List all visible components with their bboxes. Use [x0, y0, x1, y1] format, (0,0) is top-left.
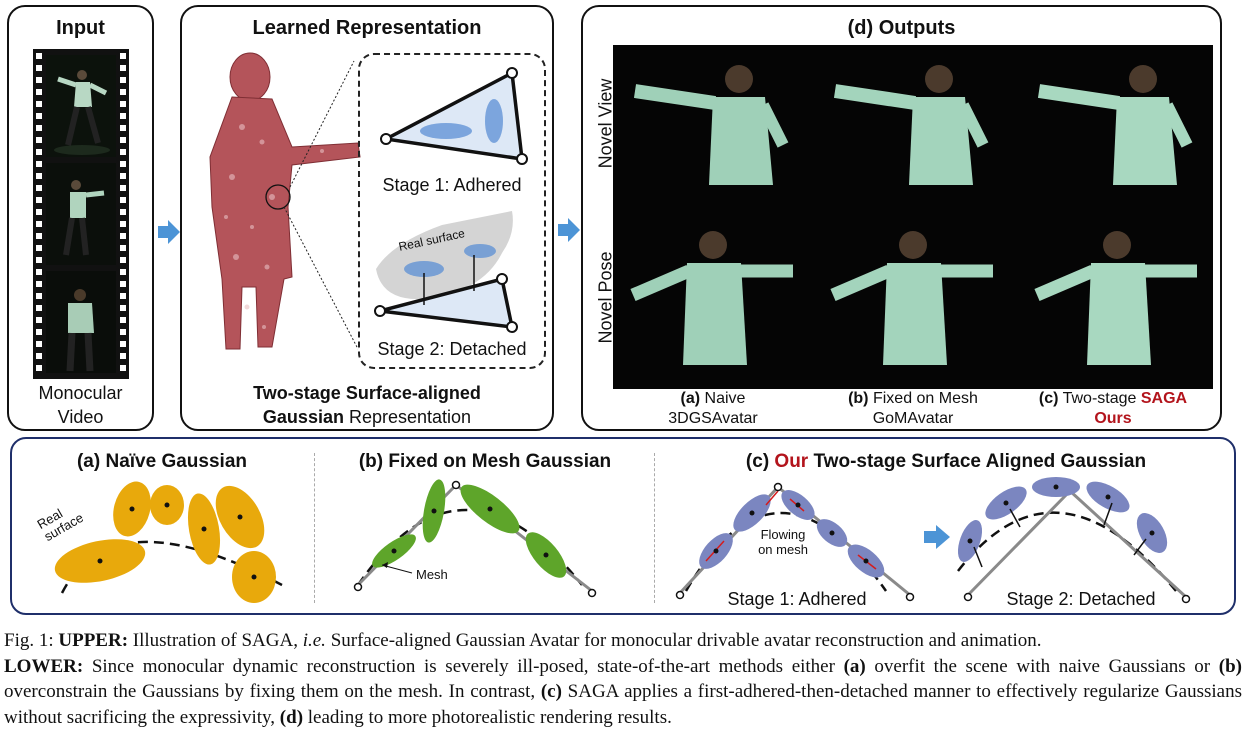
naive-gaussian-diagram [54, 481, 283, 603]
gaussian-avatar-figure [209, 52, 361, 350]
input-frame-1 [46, 55, 116, 157]
stage2-detached-diagram [957, 477, 1191, 604]
flow-arrow-icon [558, 218, 580, 242]
flow-arrow-icon [158, 220, 180, 244]
input-frame-3 [46, 271, 116, 373]
outputs-panel: (d) Outputs Novel View Novel Pose [581, 5, 1222, 431]
stage1-triangle-diagram [380, 67, 528, 165]
render-ours-pose [1034, 231, 1197, 365]
input-caption-line1: Monocular [38, 383, 123, 403]
film-strip [33, 49, 129, 379]
stage1-label: Stage 1: Adhered [382, 175, 522, 195]
learned-caption-line2: Gaussian Representation [262, 407, 472, 427]
divider [314, 453, 315, 603]
lower-stage1-label: Stage 1: Adhered [727, 589, 867, 609]
output-col-label-naive: (a) Naive 3DGSAvatar [668, 390, 758, 427]
learned-caption-line1: Two-stage Surface-aligned [253, 383, 481, 403]
fixed-mesh-gaussian-title: (b) Fixed on Mesh Gaussian [358, 451, 612, 472]
two-stage-gaussian-title: (c) Our Two-stage Surface Aligned Gaussi… [745, 451, 1147, 472]
divider [654, 453, 655, 603]
output-render-figures [630, 65, 1197, 365]
fixed-mesh-gaussian-diagram [353, 479, 597, 598]
lower-stage2-label: Stage 2: Detached [1006, 589, 1156, 609]
render-ours-view [1037, 65, 1193, 185]
learned-title: Learned Representation [252, 17, 482, 39]
outputs-title: (d) Outputs [847, 17, 956, 39]
render-mesh-view [833, 65, 989, 185]
mesh-label: Mesh [416, 567, 448, 582]
input-panel: Input [7, 5, 154, 431]
input-caption-line2: Video [57, 407, 104, 427]
input-frame-2 [46, 163, 116, 265]
input-title: Input [56, 17, 105, 39]
naive-gaussian-title: (a) Naïve Gaussian [76, 451, 248, 472]
film-perforations [36, 53, 126, 371]
stage1-adhered-diagram [675, 482, 915, 602]
stage2-triangle-diagram [374, 211, 518, 333]
zoom-detail-box [358, 53, 546, 369]
output-col-label-ours: (c) Two-stage SAGA Ours [1038, 390, 1188, 427]
stage2-label: Stage 2: Detached [377, 339, 527, 359]
lower-comparison-panel: (a) Naïve Gaussian Real surface (b) Fixe… [10, 437, 1236, 615]
flow-arrow-icon [924, 525, 950, 549]
output-render-grid [613, 45, 1213, 389]
output-col-label-mesh: (b) Fixed on Mesh GoMAvatar [848, 390, 978, 427]
render-naive-pose [630, 231, 793, 365]
learned-representation-panel: Learned Representation Stage 1: Adhered [180, 5, 554, 431]
flowing-on-mesh-label: Flowing on mesh [758, 527, 808, 557]
figure-caption: Fig. 1: UPPER: Illustration of SAGA, i.e… [4, 630, 1242, 728]
render-mesh-pose [830, 231, 993, 365]
render-naive-view [633, 65, 789, 185]
zoom-guide-lines [283, 60, 359, 350]
